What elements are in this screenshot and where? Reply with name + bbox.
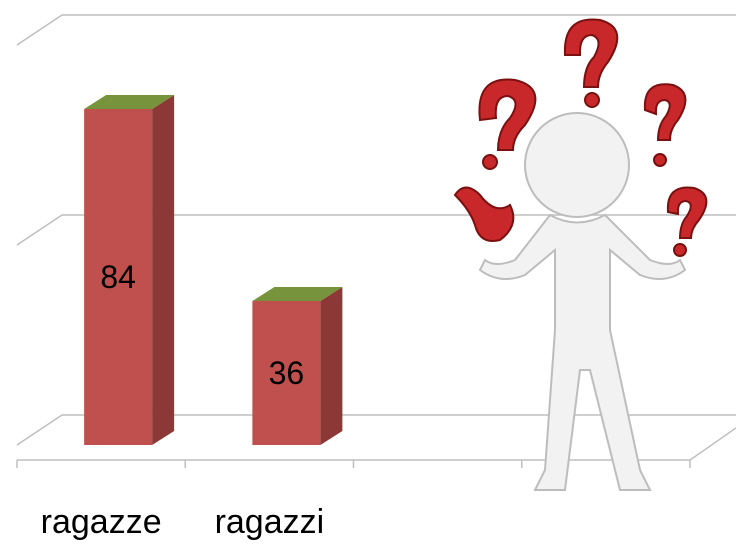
grid-line [17,15,736,45]
illustration [455,19,706,490]
bar-side [152,95,174,445]
x-tick-label: ragazze [41,503,162,541]
value-label: 36 [269,355,305,391]
x-tick-label: ragazzi [215,503,325,541]
value-label: 84 [100,259,136,295]
bar-side [320,287,342,445]
chart: ragazze ragazzi 84 36 [0,0,736,547]
